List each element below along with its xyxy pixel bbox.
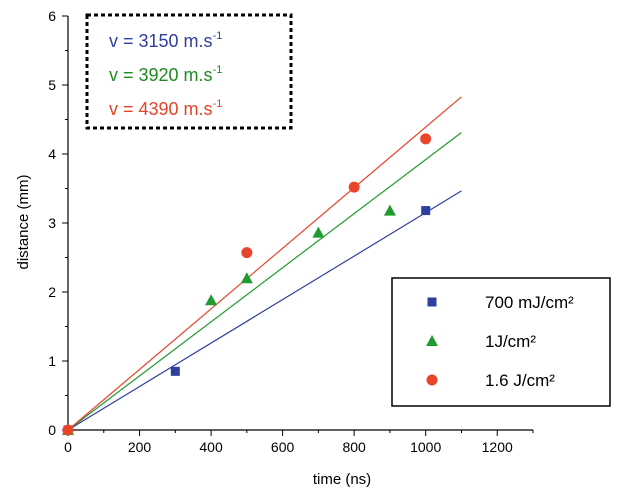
velocity-label-3: v = 4390 m.s-1 xyxy=(109,98,222,119)
legend-label-2: 1J/cm² xyxy=(485,332,536,351)
data-point-s3 xyxy=(420,133,432,145)
x-axis-title: time (ns) xyxy=(313,471,371,488)
y-tick-label: 2 xyxy=(48,284,56,300)
y-tick-label: 6 xyxy=(48,8,56,24)
fit-line-1 xyxy=(67,190,462,431)
axes: 0 200 400 600 800 1000 1200 0 1 2 3 4 5 6 xyxy=(48,8,534,455)
legend: 700 mJ/cm² 1J/cm² 1.6 J/cm² xyxy=(391,277,611,407)
legend-marker-1 xyxy=(427,297,437,307)
y-tick-label: 4 xyxy=(48,146,56,162)
legend-marker-2 xyxy=(426,335,438,346)
legend-marker-3 xyxy=(426,374,438,386)
legend-label-1: 700 mJ/cm² xyxy=(485,293,574,312)
x-tick-label: 800 xyxy=(342,439,366,455)
x-tick-label: 200 xyxy=(128,439,152,455)
data-point-s3 xyxy=(348,181,360,193)
y-tick-label: 1 xyxy=(48,353,56,369)
fit-line-3 xyxy=(67,96,462,431)
legend-label-3: 1.6 J/cm² xyxy=(485,371,555,390)
x-tick-label: 1000 xyxy=(410,439,441,455)
y-axis-title: distance (mm) xyxy=(15,174,32,269)
data-point-s1 xyxy=(170,366,180,376)
data-point-s3 xyxy=(241,247,253,259)
data-point-s2 xyxy=(205,294,218,306)
data-point-s3 xyxy=(62,424,74,436)
y-tick-label: 3 xyxy=(48,215,56,231)
velocity-box-border xyxy=(85,13,293,130)
x-tick-label: 1200 xyxy=(482,439,513,455)
fit-line-2 xyxy=(67,131,462,431)
velocity-label-2: v = 3920 m.s-1 xyxy=(109,64,222,85)
data-point-s1 xyxy=(421,206,431,216)
data-point-s2 xyxy=(312,226,325,238)
y-tick-label: 5 xyxy=(48,77,56,93)
x-tick-label: 600 xyxy=(271,439,295,455)
velocity-label-1: v = 3150 m.s-1 xyxy=(109,30,222,51)
fit-lines xyxy=(67,96,462,431)
data-point-s2 xyxy=(383,204,396,216)
data-points xyxy=(62,133,432,436)
data-point-s2 xyxy=(240,272,253,284)
velocity-box: v = 3150 m.s-1 v = 3920 m.s-1 v = 4390 m.s… xyxy=(85,13,293,130)
y-tick-label: 0 xyxy=(48,422,56,438)
x-tick-label: 0 xyxy=(64,439,72,455)
x-tick-label: 400 xyxy=(199,439,223,455)
